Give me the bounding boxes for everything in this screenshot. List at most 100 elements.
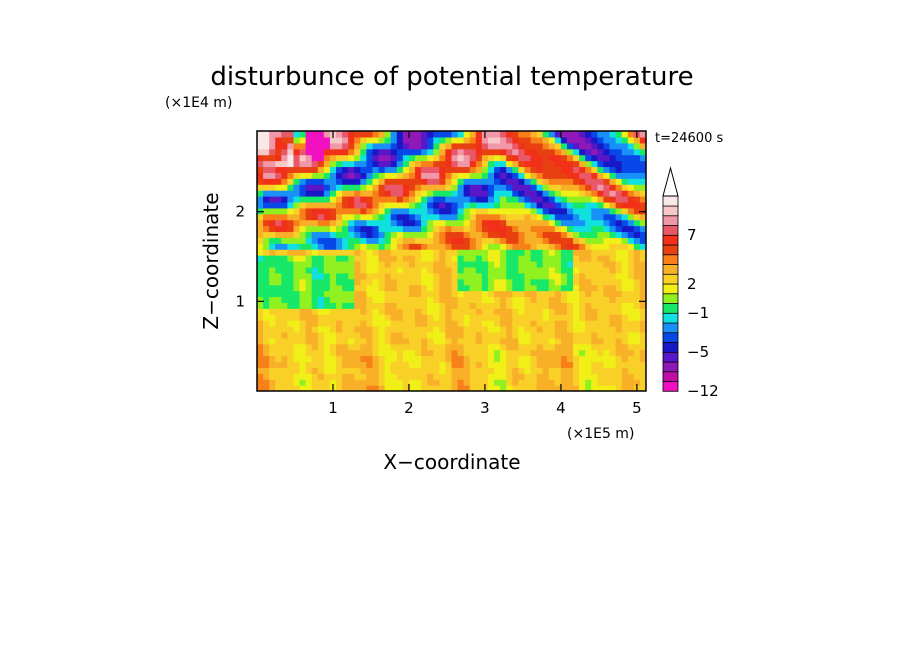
contour-cell xyxy=(585,296,592,303)
contour-cell xyxy=(633,302,641,309)
contour-cell xyxy=(506,196,513,203)
contour-cell xyxy=(506,148,513,156)
contour-cell xyxy=(323,373,331,380)
contour-cell xyxy=(305,266,313,274)
contour-cell xyxy=(481,320,489,327)
contour-cell xyxy=(421,237,428,244)
contour-cell xyxy=(311,308,319,315)
contour-cell xyxy=(506,166,513,173)
contour-cell xyxy=(585,261,592,268)
contour-cell xyxy=(281,243,288,250)
contour-cell xyxy=(627,231,635,238)
contour-cell xyxy=(512,272,519,280)
contour-cell xyxy=(323,296,331,303)
contour-cell xyxy=(445,361,453,368)
contour-cell xyxy=(621,190,629,197)
contour-cell xyxy=(402,225,410,233)
contour-cell xyxy=(524,349,532,357)
contour-cell xyxy=(615,337,623,345)
contour-cell xyxy=(293,320,301,327)
contour-cell xyxy=(566,172,574,179)
contour-cell xyxy=(311,326,319,333)
contour-cell xyxy=(439,326,447,333)
contour-cell xyxy=(542,320,550,327)
contour-cell xyxy=(554,166,562,173)
contour-cell xyxy=(263,302,270,309)
contour-cell xyxy=(506,284,513,292)
contour-cell xyxy=(542,343,550,351)
contour-cell xyxy=(433,320,440,327)
contour-cell xyxy=(257,166,264,173)
contour-cell xyxy=(512,296,519,303)
contour-cell xyxy=(475,225,483,233)
contour-cell xyxy=(257,284,264,292)
contour-cell xyxy=(415,178,422,185)
contour-cell xyxy=(269,331,276,339)
contour-cell xyxy=(366,367,374,374)
contour-cell xyxy=(311,148,319,156)
contour-cell xyxy=(415,255,422,262)
contour-cell xyxy=(579,355,586,363)
contour-cell xyxy=(439,255,447,262)
contour-cell xyxy=(451,213,459,221)
contour-cell xyxy=(597,385,605,391)
contour-cell xyxy=(585,243,592,250)
contour-cell xyxy=(323,225,331,233)
contour-cell xyxy=(366,320,374,327)
contour-cell xyxy=(257,237,264,244)
contour-cell xyxy=(591,142,598,150)
contour-cell xyxy=(427,184,434,191)
contour-cell xyxy=(402,284,410,292)
contour-cell xyxy=(354,249,361,256)
contour-cell xyxy=(336,160,343,168)
contour-cell xyxy=(305,367,313,374)
contour-cell xyxy=(275,249,282,256)
contour-cell xyxy=(597,231,605,238)
contour-cell xyxy=(457,302,465,309)
contour-cell xyxy=(524,320,532,327)
contour-cell xyxy=(445,237,453,244)
contour-cell xyxy=(366,131,374,138)
contour-cell xyxy=(554,320,562,327)
contour-cell xyxy=(433,278,440,286)
contour-cell xyxy=(269,326,276,333)
contour-cell xyxy=(481,219,489,227)
contour-cell xyxy=(287,290,295,298)
contour-cell xyxy=(257,314,264,321)
contour-cell xyxy=(609,266,617,274)
contour-cell xyxy=(536,320,544,327)
contour-cell xyxy=(463,166,471,173)
contour-cell xyxy=(433,296,440,303)
contour-cell xyxy=(396,326,404,333)
contour-cell xyxy=(439,148,447,156)
contour-cell xyxy=(360,243,368,250)
contour-cell xyxy=(530,136,538,144)
contour-cell xyxy=(348,331,355,339)
contour-cell xyxy=(494,314,501,321)
contour-cell xyxy=(299,178,307,185)
contour-cell xyxy=(597,196,605,203)
contour-cell xyxy=(506,379,513,386)
contour-cell xyxy=(390,237,398,244)
contour-cell xyxy=(530,166,538,173)
contour-cell xyxy=(366,225,374,233)
contour-cell xyxy=(263,184,270,191)
contour-cell xyxy=(639,184,646,191)
contour-cell xyxy=(445,278,453,286)
contour-cell xyxy=(615,367,623,374)
contour-cell xyxy=(329,302,337,309)
contour-cell xyxy=(524,231,532,238)
contour-cell xyxy=(512,355,519,363)
contour-cell xyxy=(579,308,586,315)
contour-cell xyxy=(615,190,623,197)
contour-cell xyxy=(390,255,398,262)
contour-cell xyxy=(263,349,270,357)
contour-cell xyxy=(639,331,646,339)
contour-cell xyxy=(475,296,483,303)
contour-cell xyxy=(354,131,361,138)
contour-cell xyxy=(639,326,646,333)
contour-cell xyxy=(536,237,544,244)
contour-cell xyxy=(354,278,361,286)
contour-cell xyxy=(299,355,307,363)
contour-cell xyxy=(615,207,623,215)
